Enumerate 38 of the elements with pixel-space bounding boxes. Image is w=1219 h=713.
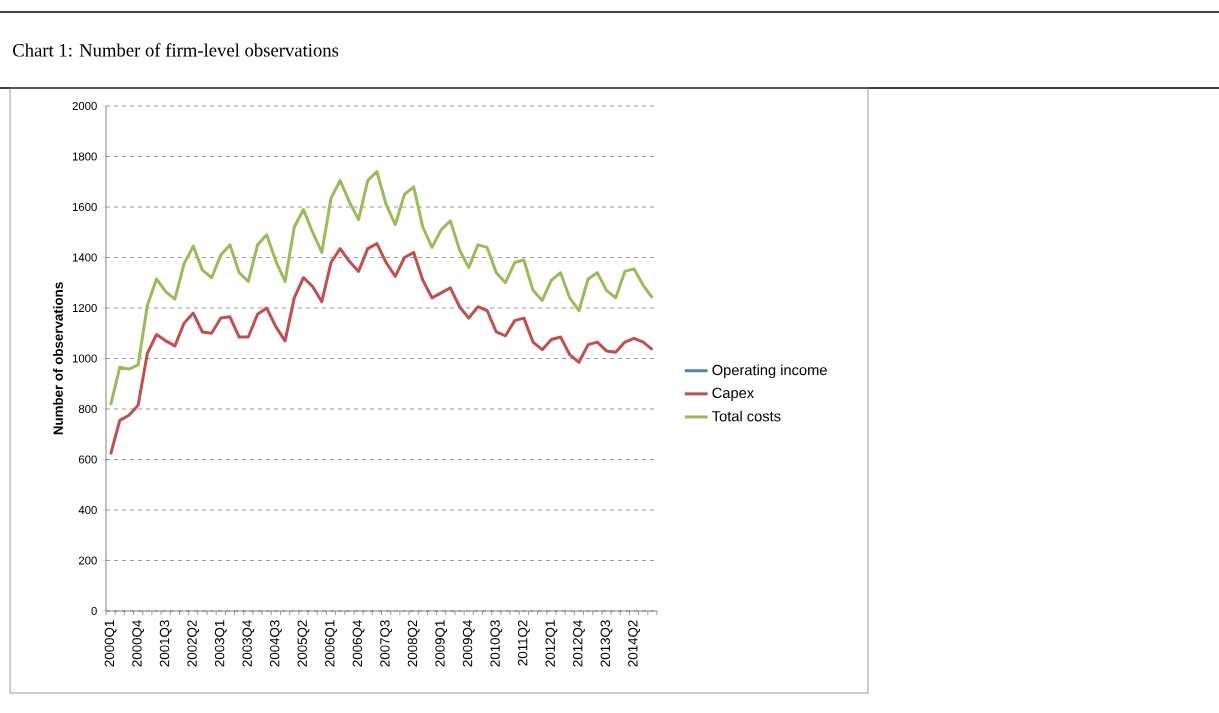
x-tick-label: 2009Q4 (462, 620, 475, 667)
line-series (109, 170, 654, 407)
legend-label: Operating income (712, 364, 827, 379)
x-tick-label: 2006Q4 (352, 620, 365, 667)
y-tick-label: 2000 (72, 101, 97, 110)
x-tick-label: 2013Q3 (600, 620, 613, 667)
y-tick-label: 800 (78, 404, 97, 413)
x-tick-label: 2008Q2 (407, 620, 420, 667)
x-tick-label: 2002Q2 (187, 620, 200, 667)
y-tick-label: 400 (78, 506, 97, 515)
y-tick-label: 1200 (72, 303, 97, 312)
legend-label: Capex (712, 387, 754, 401)
legend-label: Total costs (712, 410, 781, 422)
y-tick-label: 1400 (72, 253, 97, 262)
x-tick-label: 2003Q1 (214, 620, 227, 667)
y-tick-label: 1000 (72, 354, 97, 363)
x-tick-label: 2014Q2 (628, 620, 640, 667)
x-tick-label: 2004Q3 (269, 620, 282, 667)
y-tick-label: 0 (91, 607, 97, 616)
x-tick-label: 2005Q2 (297, 620, 310, 667)
x-tick-label: 2010Q3 (490, 620, 503, 667)
x-tick-label: 2000Q4 (132, 620, 145, 667)
line-series (109, 242, 654, 456)
x-tick-label: 2012Q1 (545, 620, 558, 667)
x-tick-label: 2003Q4 (242, 620, 255, 667)
x-tick-label: 2000Q1 (104, 620, 117, 667)
chart-title: Chart 1: Number of firm-level observations (13, 43, 339, 57)
x-tick-label: 2009Q1 (435, 620, 448, 667)
y-tick-label: 200 (78, 556, 97, 565)
y-tick-label: 1600 (72, 202, 97, 211)
x-tick-label: 2006Q1 (325, 620, 337, 667)
y-tick-label: 600 (78, 455, 97, 464)
x-tick-label: 2011Q2 (517, 620, 530, 666)
y-axis-title: Number of observations (53, 282, 63, 435)
x-tick-label: 2001Q3 (159, 620, 172, 667)
x-tick-label: 2007Q3 (380, 620, 393, 667)
x-tick-label: 2012Q4 (573, 620, 585, 667)
y-tick-label: 1800 (72, 152, 97, 161)
